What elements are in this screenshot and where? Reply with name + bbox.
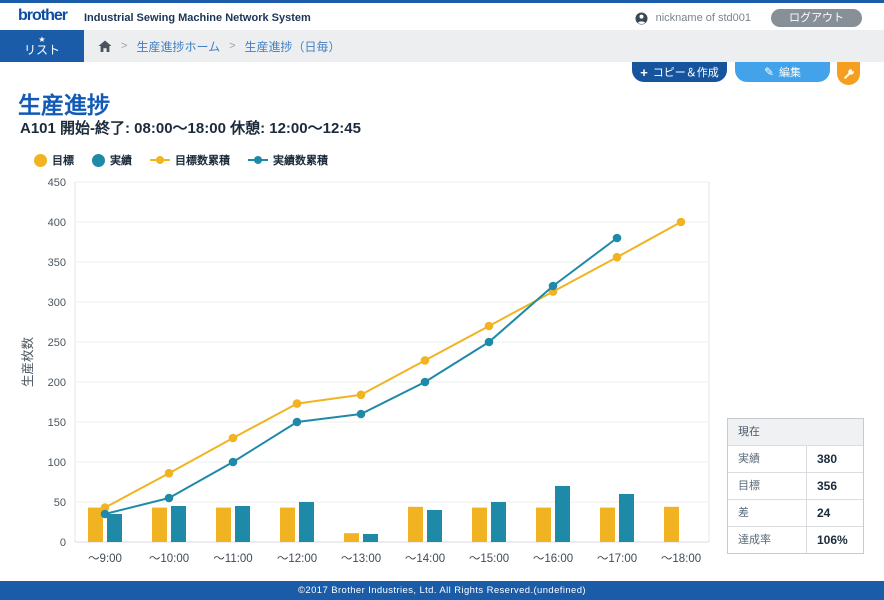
home-icon[interactable] — [98, 40, 112, 53]
page-title: 生産進捗 — [18, 92, 110, 118]
actual-dot-icon — [92, 153, 105, 167]
app-header: brother Industrial Sewing Machine Networ… — [0, 3, 884, 30]
list-tab-label: リスト — [23, 43, 60, 57]
svg-text:～10:00: ～10:00 — [149, 553, 189, 565]
breadcrumb-link-home[interactable]: 生産進捗ホーム — [136, 39, 221, 54]
user-area: nickname of std001 ログアウト — [635, 8, 862, 28]
actual-value: 380 — [817, 452, 838, 466]
breadcrumb: > 生産進捗ホーム > 生産進捗（日毎） — [98, 30, 341, 62]
legend-item-actual: 実績 — [92, 152, 132, 168]
star-icon: ★ — [38, 35, 46, 44]
svg-text:400: 400 — [48, 217, 66, 229]
table-row: 目標 356 — [728, 473, 863, 500]
table-row: 達成率 106% — [728, 527, 863, 553]
achievement-rate-value: 106% — [817, 533, 848, 547]
edit-button[interactable]: ✎ 編集 — [735, 62, 830, 82]
difference-value: 24 — [817, 506, 831, 520]
plus-icon: + — [640, 64, 648, 80]
production-chart: 0 50 100 150 200 250 300 350 400 450 ～9:00 ～10:00 ～1… — [20, 177, 710, 565]
svg-text:100: 100 — [48, 457, 66, 469]
svg-text:250: 250 — [48, 337, 66, 349]
svg-text:生産枚数: 生産枚数 — [20, 337, 35, 388]
breadcrumb-link-current[interactable]: 生産進捗（日毎） — [244, 39, 341, 54]
actual-line-marker-icon — [248, 155, 268, 165]
sidebar-tab-list[interactable]: ★ リスト — [0, 30, 84, 62]
top-accent-strip — [0, 0, 884, 3]
user-nickname: nickname of std001 — [655, 12, 751, 24]
table-row: 実績 380 — [728, 446, 863, 473]
user-icon — [635, 12, 648, 25]
target-line-marker-icon — [150, 155, 170, 165]
table-row: 差 24 — [728, 500, 863, 527]
svg-text:350: 350 — [48, 257, 66, 269]
chart-legend: 目標 実績 目標数累積 実績数累積 — [34, 152, 328, 168]
svg-text:～18:00: ～18:00 — [661, 553, 701, 565]
target-dot-icon — [34, 153, 47, 167]
svg-text:200: 200 — [48, 377, 66, 389]
svg-text:0: 0 — [60, 537, 66, 549]
legend-item-target-cumulative: 目標数累積 — [150, 152, 230, 168]
svg-text:300: 300 — [48, 297, 66, 309]
svg-text:450: 450 — [48, 177, 66, 189]
page-subtitle: A101 開始-終了: 08:00～18:00 休憩: 12:00～12:45 — [20, 120, 361, 137]
svg-text:～15:00: ～15:00 — [469, 553, 509, 565]
footer-copyright: ©2017 Brother Industries, Ltd. All Right… — [0, 581, 884, 600]
wrench-button[interactable] — [837, 62, 860, 85]
svg-text:150: 150 — [48, 417, 66, 429]
svg-text:～11:00: ～11:00 — [213, 553, 252, 565]
breadcrumb-bar: ★ リスト > 生産進捗ホーム > 生産進捗（日毎） — [0, 30, 884, 62]
breadcrumb-separator: > — [229, 40, 236, 52]
svg-text:～16:00: ～16:00 — [533, 553, 573, 565]
svg-text:～9:00: ～9:00 — [88, 553, 122, 565]
copy-create-button[interactable]: + コピー＆作成 — [632, 62, 727, 82]
summary-header: 現在 — [728, 419, 863, 446]
legend-item-actual-cumulative: 実績数累積 — [248, 152, 328, 168]
breadcrumb-separator: > — [121, 40, 128, 52]
svg-text:～12:00: ～12:00 — [277, 553, 317, 565]
logout-button[interactable]: ログアウト — [771, 9, 862, 27]
svg-text:～14:00: ～14:00 — [405, 553, 445, 565]
wrench-icon — [842, 67, 856, 81]
svg-text:50: 50 — [54, 497, 66, 509]
brother-logo: brother — [18, 7, 68, 24]
target-value: 356 — [817, 479, 838, 493]
edit-label: 編集 — [779, 67, 802, 79]
svg-text:～13:00: ～13:00 — [341, 553, 381, 565]
copy-create-label: コピー＆作成 — [652, 67, 719, 79]
summary-table: 現在 実績 380 目標 356 差 24 達成率 106% — [727, 418, 864, 554]
app-title: Industrial Sewing Machine Network System — [84, 12, 311, 24]
svg-text:～17:00: ～17:00 — [597, 553, 637, 565]
legend-item-target: 目標 — [34, 152, 74, 168]
pencil-icon: ✎ — [763, 65, 775, 79]
